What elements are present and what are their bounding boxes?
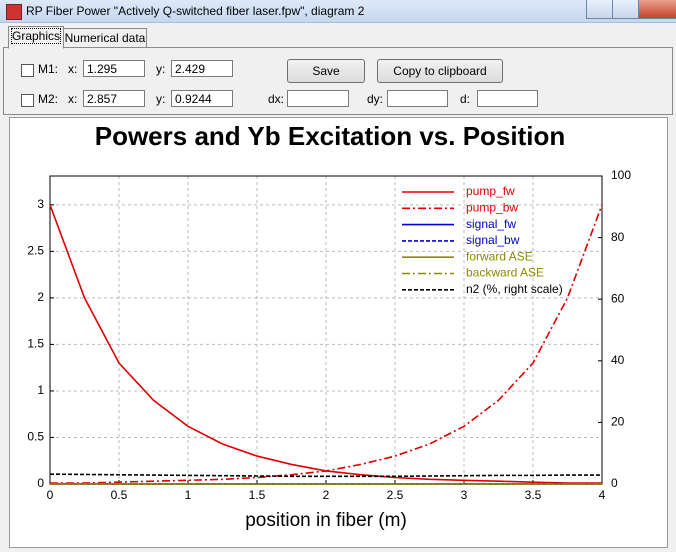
- maximize-button[interactable]: [612, 0, 639, 19]
- legend-label: signal_fw: [466, 217, 516, 231]
- dy-label: dy:: [367, 92, 384, 106]
- y-tick-label: 2: [37, 290, 44, 304]
- legend-label: backward ASE: [466, 266, 544, 280]
- series-line: [50, 204, 603, 484]
- dy-field[interactable]: [387, 90, 448, 107]
- chart: Powers and Yb Excitation vs. Position po…: [9, 117, 668, 548]
- series-line: [49, 473, 602, 478]
- x-tick-label: 1.5: [249, 488, 266, 502]
- checkbox-m2[interactable]: [21, 94, 34, 107]
- marker-label: M1:: [38, 62, 59, 76]
- y-tick-label: 1: [37, 383, 44, 397]
- window-title: RP Fiber Power "Actively Q-switched fibe…: [26, 4, 365, 18]
- tab-label: Numerical data: [64, 31, 146, 45]
- legend-label: forward ASE: [466, 249, 533, 263]
- minimize-button[interactable]: [586, 0, 613, 19]
- legend-label: n2 (%, right scale): [466, 282, 563, 296]
- tab-graphics[interactable]: Graphics: [8, 26, 64, 49]
- control-panel: [3, 47, 673, 115]
- x-tick-label: 3.5: [525, 488, 542, 502]
- y2-tick-label: 80: [611, 230, 625, 244]
- checkbox-m1[interactable]: [21, 64, 34, 77]
- y-label: y:: [156, 92, 166, 106]
- m2-x-field[interactable]: 2.857: [83, 90, 145, 107]
- y2-tick-label: 60: [611, 291, 625, 305]
- save-button[interactable]: Save: [287, 59, 365, 83]
- x-label: x:: [68, 62, 78, 76]
- m2-y-field[interactable]: 0.9244: [171, 90, 233, 107]
- x-tick-label: 0: [47, 488, 54, 502]
- x-tick-label: 1: [185, 488, 192, 502]
- x-axis-label: position in fiber (m): [245, 510, 407, 531]
- legend-label: pump_bw: [466, 200, 518, 214]
- m1-y-field[interactable]: 2.429: [171, 60, 233, 77]
- x-tick-label: 4: [599, 488, 606, 502]
- y-tick-label: 2.5: [27, 244, 44, 258]
- title-bar: RP Fiber Power "Actively Q-switched fibe…: [0, 0, 676, 23]
- y2-tick-label: 100: [611, 168, 631, 182]
- chart-title: Powers and Yb Excitation vs. Position: [95, 121, 566, 151]
- y-label: y:: [156, 62, 166, 76]
- copy-button[interactable]: Copy to clipboard: [377, 59, 503, 83]
- y2-tick-label: 40: [611, 353, 625, 367]
- y2-tick-label: 20: [611, 415, 625, 429]
- legend-label: signal_bw: [466, 233, 520, 247]
- x-tick-label: 3: [461, 488, 468, 502]
- dx-field[interactable]: [287, 90, 349, 107]
- dx-label: dx:: [268, 92, 285, 106]
- y2-tick-label: 0: [611, 476, 618, 490]
- y-tick-label: 0: [37, 476, 44, 490]
- tab-numerical[interactable]: Numerical data: [63, 28, 147, 48]
- tab-label: Graphics: [10, 28, 62, 44]
- app-icon: [6, 4, 22, 20]
- marker-label: M2:: [38, 92, 59, 106]
- d-field[interactable]: [477, 90, 538, 107]
- legend-label: pump_fw: [466, 184, 515, 198]
- x-label: x:: [68, 92, 78, 106]
- m1-x-field[interactable]: 1.295: [83, 60, 145, 77]
- x-tick-label: 2.5: [387, 488, 404, 502]
- y-tick-label: 1.5: [27, 337, 44, 351]
- y-tick-label: 3: [37, 197, 44, 211]
- close-button[interactable]: [638, 0, 676, 19]
- y-tick-label: 0.5: [27, 430, 44, 444]
- d-label: d:: [460, 92, 471, 106]
- x-tick-label: 2: [323, 488, 330, 502]
- x-tick-label: 0.5: [111, 488, 128, 502]
